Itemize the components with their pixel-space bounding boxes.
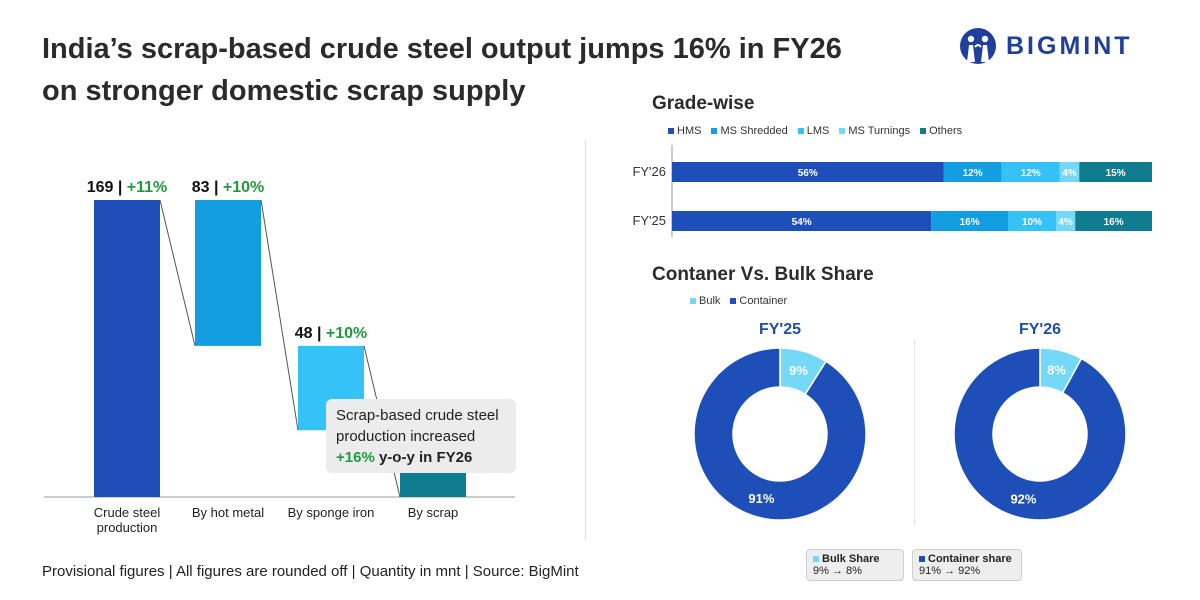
page-title: India’s scrap-based crude steel output j… xyxy=(42,28,922,112)
grade-segment xyxy=(672,211,932,231)
legend-swatch xyxy=(668,128,674,134)
grade-segment-label: 12% xyxy=(963,168,983,179)
connector-1 xyxy=(159,199,196,346)
grade-segment-label: 16% xyxy=(960,217,980,228)
grade-segment-label: 10% xyxy=(1022,217,1042,228)
callout-highlight: +16% xyxy=(336,449,375,466)
legend-item: LMS xyxy=(797,125,830,137)
grade-segment-label: 56% xyxy=(798,168,818,179)
legend-label: MS Shredded xyxy=(720,125,788,137)
logo-mark-icon xyxy=(960,28,996,64)
container-share-card: Container share 91% → 92% xyxy=(912,549,1022,581)
grade-segment-label: 4% xyxy=(1062,168,1077,179)
bulk-swatch xyxy=(813,556,819,562)
callout-line-2: production increased xyxy=(336,428,476,445)
legend-item: HMS xyxy=(668,125,701,137)
donut-fy25-title: FY'25 xyxy=(758,321,802,338)
legend-swatch xyxy=(797,128,804,134)
grade-segment xyxy=(1008,211,1056,231)
donut-container-slice xyxy=(953,347,1127,521)
footer-note: Provisional figures | All figures are ro… xyxy=(42,563,579,580)
bulk-share-card: Bulk Share 9% → 8% xyxy=(806,549,904,581)
grade-segment xyxy=(1059,162,1080,182)
logo-text: BIGMINT xyxy=(1006,32,1133,60)
grade-row-label: FY'25 xyxy=(632,213,666,228)
grade-segment-label: 12% xyxy=(1021,168,1041,179)
grade-row-label: FY'26 xyxy=(632,164,666,179)
callout-box: Scrap-based crude steel production incre… xyxy=(326,399,516,473)
donut-container-label: 92% xyxy=(1010,491,1036,506)
yoy-text: +10% xyxy=(326,325,367,342)
callout-rest: y-o-y in FY26 xyxy=(374,449,473,466)
vertical-divider xyxy=(585,140,586,540)
legend-swatch xyxy=(711,128,718,134)
grade-segment xyxy=(1001,162,1060,182)
donut-bulk-label: 9% xyxy=(789,363,808,378)
legend-item: MS Turnings xyxy=(839,125,910,137)
container-bulk-legend: Bulk Container xyxy=(690,295,787,307)
grade-segment xyxy=(943,162,1002,182)
donut-container-label: 91% xyxy=(748,491,774,506)
waterfall-bar-2 xyxy=(195,200,261,346)
grade-segment xyxy=(672,162,944,182)
grade-segment-label: 4% xyxy=(1058,217,1073,228)
yoy-text: +10% xyxy=(223,179,264,196)
category-label-2: By hot metal xyxy=(192,505,264,520)
connector-2 xyxy=(260,199,299,431)
category-label-4: By scrap xyxy=(408,505,459,520)
grade-wise-title: Grade-wise xyxy=(652,93,755,114)
container-card-value: 91% → 92% xyxy=(919,565,981,577)
bigmint-logo: BIGMINT xyxy=(958,26,1158,66)
legend-label: MS Turnings xyxy=(848,125,911,137)
bulk-card-label: Bulk Share xyxy=(822,553,880,565)
waterfall-value-label-3: 48 | +10% xyxy=(295,325,368,342)
container-card-label: Container share xyxy=(928,553,1012,565)
container-bulk-title: Contaner Vs. Bulk Share xyxy=(652,264,874,285)
container-swatch xyxy=(919,556,925,562)
grade-wise-chart: FY'26 56% 12% 12% 4% 15% FY'25 54% 16% 10% 4% 16% xyxy=(632,145,1152,237)
grade-segment xyxy=(931,211,1008,231)
legend-item: MS Shredded xyxy=(711,125,788,137)
legend-swatch xyxy=(730,298,737,304)
legend-label: LMS xyxy=(806,125,830,137)
legend-label: Container xyxy=(739,295,788,307)
grade-segment xyxy=(1079,162,1152,182)
category-label-3: By sponge iron xyxy=(288,505,375,520)
category-label-1: Crude steel xyxy=(94,505,161,520)
legend-item: Container xyxy=(730,295,787,307)
legend-label: Others xyxy=(929,125,963,137)
legend-swatch xyxy=(690,298,696,304)
grade-segment xyxy=(1075,211,1152,231)
grade-segment xyxy=(1056,211,1076,231)
grade-legend: HMS MS Shredded LMS MS Turnings Others xyxy=(668,125,962,137)
callout-line-1: Scrap-based crude steel xyxy=(336,407,499,424)
yoy-text: +11% xyxy=(127,179,167,196)
waterfall-bar-1 xyxy=(94,200,160,497)
grade-segment-label: 16% xyxy=(1104,217,1124,228)
waterfall-value-label-2: 83 | +10% xyxy=(192,179,265,196)
donut-charts: 9% 91% 8% 92% xyxy=(693,347,1127,521)
donut-bulk-label: 8% xyxy=(1047,363,1066,378)
donut-container-slice xyxy=(693,347,867,521)
legend-label: HMS xyxy=(677,125,702,137)
title-line-2: on stronger domestic scrap supply xyxy=(42,75,526,107)
legend-swatch xyxy=(920,128,927,134)
waterfall-value-label-1: 169 | +11% xyxy=(87,179,168,196)
grade-segment-label: 15% xyxy=(1106,168,1126,179)
category-label-1: production xyxy=(97,520,158,535)
bulk-card-value: 9% → 8% xyxy=(813,565,862,577)
donut-divider xyxy=(914,340,915,525)
legend-swatch xyxy=(839,128,846,134)
donut-fy26-title: FY'26 xyxy=(1018,321,1062,338)
legend-item: Others xyxy=(920,125,962,137)
value-text: 48 | xyxy=(295,325,326,342)
legend-item: Bulk xyxy=(690,295,720,307)
value-text: 169 | xyxy=(87,179,127,196)
grade-segment-label: 54% xyxy=(792,217,812,228)
title-line-1: India’s scrap-based crude steel output j… xyxy=(42,33,842,65)
legend-label: Bulk xyxy=(699,295,721,307)
value-text: 83 | xyxy=(192,179,223,196)
